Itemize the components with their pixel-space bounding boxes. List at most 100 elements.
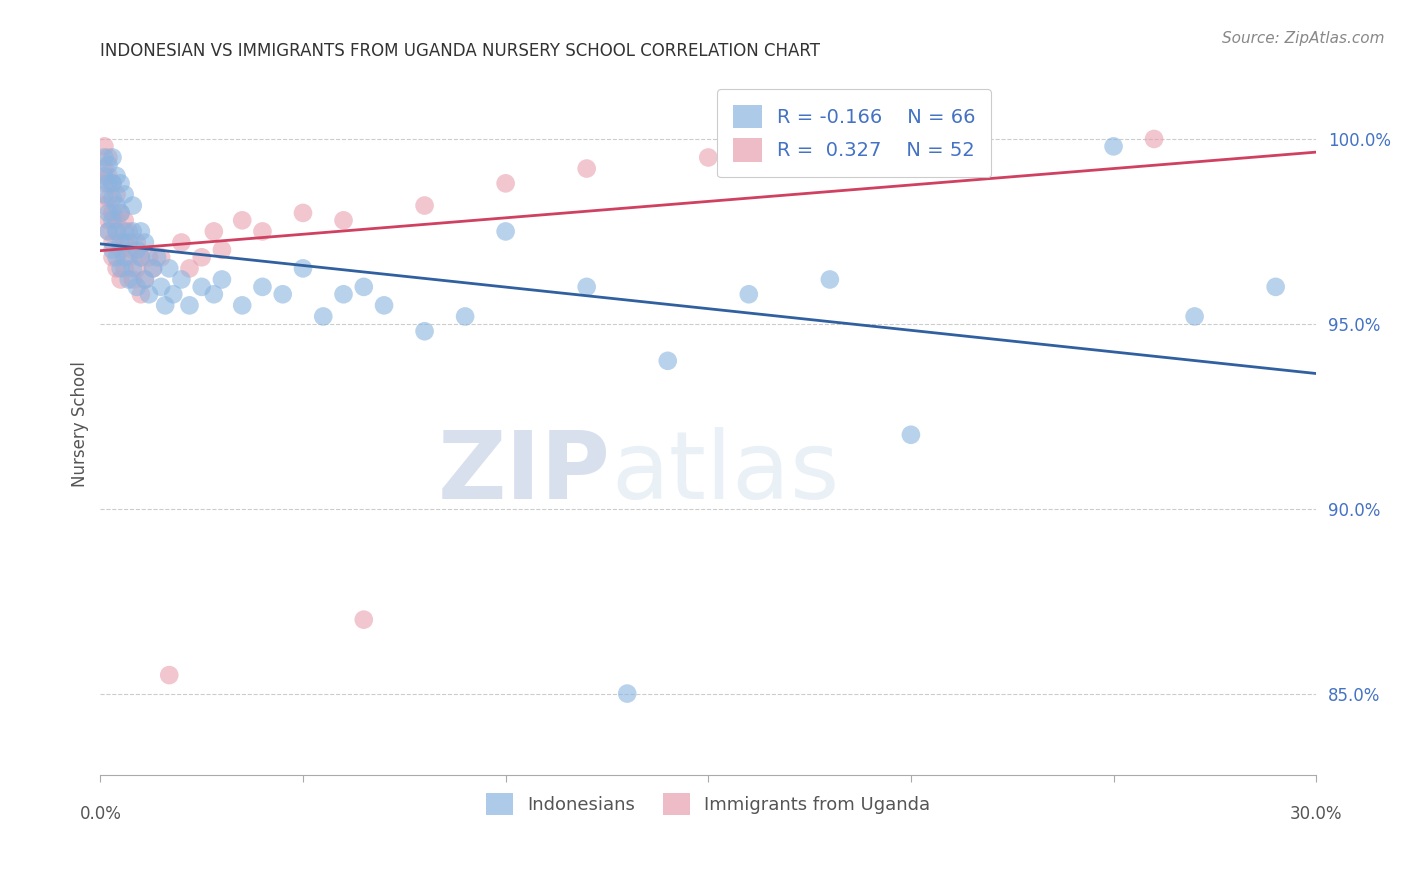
Point <box>1102 139 1125 153</box>
Point <box>1184 310 1206 324</box>
Point <box>454 310 477 324</box>
Point <box>93 187 115 202</box>
Point <box>353 280 375 294</box>
Point <box>110 206 132 220</box>
Legend: Indonesians, Immigrants from Uganda: Indonesians, Immigrants from Uganda <box>479 786 938 822</box>
Point <box>105 169 128 183</box>
Point <box>373 298 395 312</box>
Point <box>101 177 124 191</box>
Text: atlas: atlas <box>612 427 839 519</box>
Point <box>157 261 180 276</box>
Point <box>190 280 212 294</box>
Point <box>575 161 598 176</box>
Point <box>101 151 124 165</box>
Point <box>138 287 160 301</box>
Point <box>114 235 136 250</box>
Point <box>105 198 128 212</box>
Point <box>332 213 354 227</box>
Text: INDONESIAN VS IMMIGRANTS FROM UGANDA NURSERY SCHOOL CORRELATION CHART: INDONESIAN VS IMMIGRANTS FROM UGANDA NUR… <box>100 42 820 60</box>
Text: Source: ZipAtlas.com: Source: ZipAtlas.com <box>1222 31 1385 46</box>
Point <box>312 310 335 324</box>
Point <box>202 287 225 301</box>
Point <box>97 213 120 227</box>
Point <box>121 261 143 276</box>
Point <box>495 177 517 191</box>
Point <box>105 261 128 276</box>
Point <box>93 198 115 212</box>
Point <box>110 261 132 276</box>
Point <box>105 224 128 238</box>
Point <box>413 324 436 338</box>
Point <box>211 272 233 286</box>
Point <box>110 235 132 250</box>
Point <box>1264 280 1286 294</box>
Point <box>271 287 294 301</box>
Point <box>252 280 274 294</box>
Point <box>134 272 156 286</box>
Point <box>118 224 141 238</box>
Point <box>353 613 375 627</box>
Point <box>125 243 148 257</box>
Point <box>97 206 120 220</box>
Point <box>110 206 132 220</box>
Point <box>101 250 124 264</box>
Point <box>900 427 922 442</box>
Point <box>125 235 148 250</box>
Point <box>150 250 173 264</box>
Point <box>97 158 120 172</box>
Point <box>114 250 136 264</box>
Point <box>170 272 193 286</box>
Point <box>101 191 124 205</box>
Text: ZIP: ZIP <box>439 427 612 519</box>
Point <box>118 250 141 264</box>
Point <box>114 224 136 238</box>
Point <box>125 280 148 294</box>
Point <box>105 213 128 227</box>
Text: 30.0%: 30.0% <box>1289 805 1343 823</box>
Point <box>616 687 638 701</box>
Point <box>129 250 152 264</box>
Point <box>142 261 165 276</box>
Point <box>162 287 184 301</box>
Point <box>179 261 201 276</box>
Point <box>129 224 152 238</box>
Y-axis label: Nursery School: Nursery School <box>72 360 89 487</box>
Point <box>101 213 124 227</box>
Point <box>252 224 274 238</box>
Point <box>101 243 124 257</box>
Point <box>105 250 128 264</box>
Point <box>125 261 148 276</box>
Point <box>101 206 124 220</box>
Point <box>495 224 517 238</box>
Point <box>413 198 436 212</box>
Text: 0.0%: 0.0% <box>79 805 121 823</box>
Point <box>134 272 156 286</box>
Point <box>97 151 120 165</box>
Point <box>97 177 120 191</box>
Point <box>101 235 124 250</box>
Point <box>202 224 225 238</box>
Point <box>110 177 132 191</box>
Point <box>900 139 922 153</box>
Point <box>93 177 115 191</box>
Point <box>231 213 253 227</box>
Point <box>170 235 193 250</box>
Point <box>129 287 152 301</box>
Point <box>101 177 124 191</box>
Point <box>332 287 354 301</box>
Point <box>97 169 120 183</box>
Point <box>818 272 841 286</box>
Point <box>114 187 136 202</box>
Point <box>150 280 173 294</box>
Point <box>105 187 128 202</box>
Point <box>134 235 156 250</box>
Point <box>110 243 132 257</box>
Point <box>575 280 598 294</box>
Point <box>657 354 679 368</box>
Point <box>738 287 761 301</box>
Point <box>138 250 160 264</box>
Point <box>110 272 132 286</box>
Point <box>93 161 115 176</box>
Point <box>291 206 314 220</box>
Point <box>121 198 143 212</box>
